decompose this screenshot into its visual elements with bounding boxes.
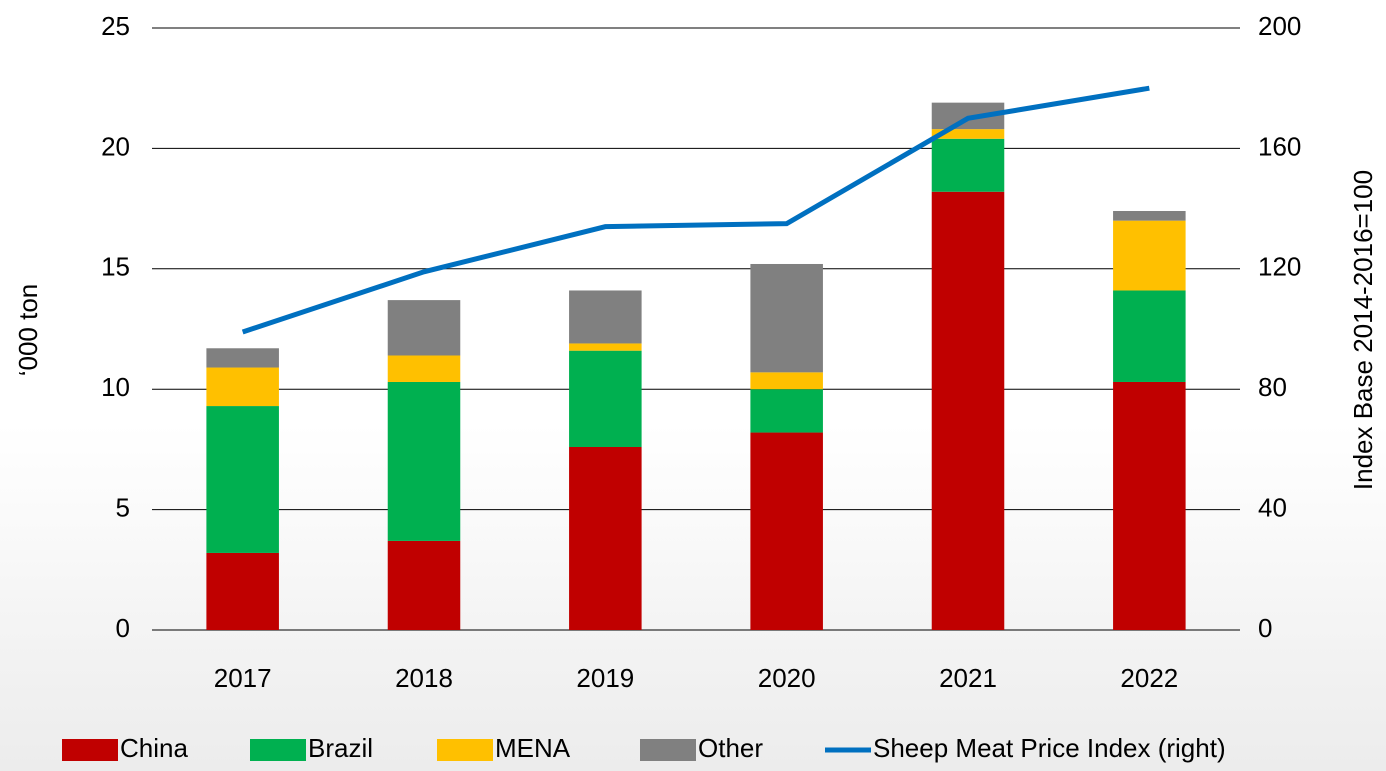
y2-tick-label: 0: [1258, 613, 1272, 643]
bar-segment: [1113, 211, 1186, 221]
bar-segment: [206, 367, 279, 407]
legend-swatch: [437, 739, 493, 761]
bar-segment: [750, 372, 823, 390]
bar-segment: [750, 263, 823, 373]
x-tick-label: 2018: [395, 663, 453, 693]
y-tick-label: 5: [116, 492, 130, 522]
bar-segment: [206, 406, 279, 553]
y2-tick-label: 160: [1258, 131, 1301, 161]
bar-segment: [206, 552, 279, 630]
y2-axis-label: Index Base 2014-2016=100: [1348, 170, 1378, 490]
bar-segment: [206, 348, 279, 368]
bar-segment: [387, 540, 461, 630]
legend-swatch: [250, 739, 306, 761]
x-tick-label: 2021: [939, 663, 997, 693]
y-tick-label: 10: [101, 372, 130, 402]
y-tick-label: 15: [101, 252, 130, 282]
bar-segment: [387, 355, 461, 382]
legend-label: China: [120, 733, 188, 763]
bar-segment: [387, 300, 461, 356]
y-axis-label: ‘000 ton: [13, 284, 43, 377]
x-tick-label: 2022: [1120, 663, 1178, 693]
y2-tick-label: 120: [1258, 252, 1301, 282]
y2-tick-label: 80: [1258, 372, 1287, 402]
bar-segment: [569, 290, 642, 344]
legend-swatch: [640, 739, 696, 761]
y2-tick-label: 200: [1258, 11, 1301, 41]
y-tick-label: 25: [101, 11, 130, 41]
x-tick-label: 2017: [214, 663, 272, 693]
legend-label: Sheep Meat Price Index (right): [873, 733, 1226, 763]
y-tick-label: 0: [116, 613, 130, 643]
bar-segment: [750, 389, 823, 433]
bar-segment: [569, 350, 642, 447]
bar-segment: [387, 381, 461, 541]
price-line: [241, 85, 1150, 335]
x-tick-label: 2020: [758, 663, 816, 693]
bar-segment: [569, 343, 642, 351]
bar-segment: [1113, 220, 1186, 291]
x-tick-label: 2019: [576, 663, 634, 693]
bar-segment: [569, 446, 642, 630]
y2-tick-label: 40: [1258, 492, 1287, 522]
y-tick-label: 20: [101, 131, 130, 161]
bar-segment: [1113, 381, 1186, 630]
bar-segment: [931, 129, 1005, 139]
legend-label: MENA: [495, 733, 571, 763]
bar-segment: [931, 138, 1005, 192]
bar-segment: [931, 191, 1005, 630]
bar-segment: [750, 432, 823, 630]
legend-label: Other: [698, 733, 763, 763]
bar-segment: [1113, 290, 1186, 382]
legend-swatch: [62, 739, 118, 761]
legend-label: Brazil: [308, 733, 373, 763]
